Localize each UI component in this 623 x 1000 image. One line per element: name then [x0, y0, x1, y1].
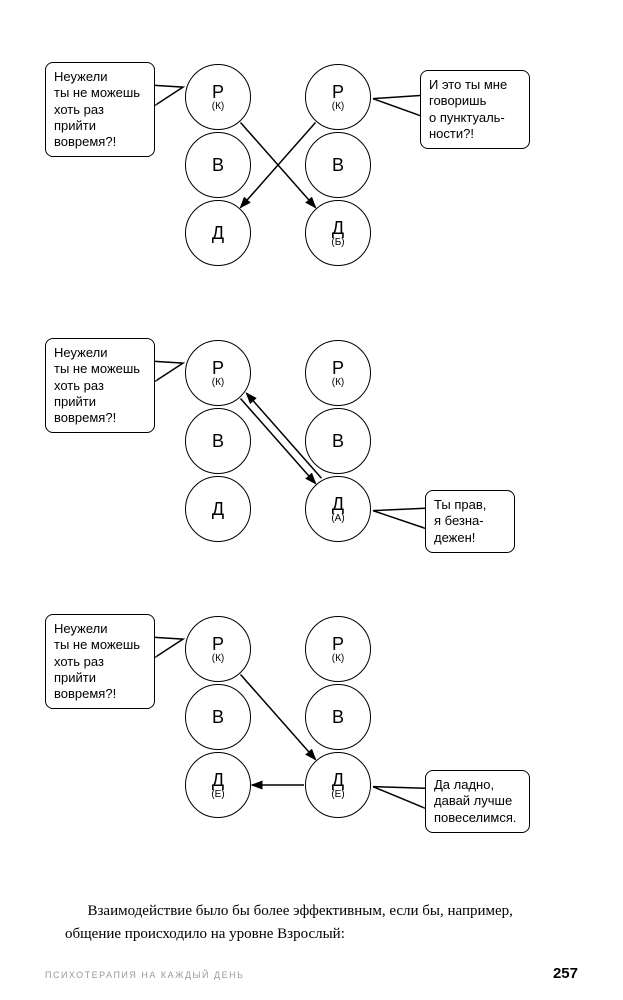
circle-left-2: Д(Е): [185, 752, 251, 818]
circle-main-label: В: [332, 708, 344, 726]
circle-sub-label: (К): [212, 654, 225, 664]
circle-main-label: Р: [212, 635, 224, 653]
speech-tail: [155, 637, 183, 657]
circle-right-2: Д(Б): [305, 200, 371, 266]
circle-sub-label: (Е): [331, 790, 344, 800]
circle-left-1: В: [185, 132, 251, 198]
circle-left-1: В: [185, 408, 251, 474]
speech-tail: [155, 361, 183, 381]
right-speech-bubble: Ты прав,я безна-дежен!: [425, 490, 515, 553]
circle-right-1: В: [305, 684, 371, 750]
circle-right-1: В: [305, 132, 371, 198]
circle-main-label: Д: [212, 224, 224, 242]
circle-main-label: Р: [332, 83, 344, 101]
circle-left-2: Д: [185, 200, 251, 266]
circle-left-0: Р(К): [185, 64, 251, 130]
circle-main-label: В: [332, 432, 344, 450]
circle-right-2: Д(Е): [305, 752, 371, 818]
circle-main-label: Д: [332, 771, 344, 789]
circle-main-label: Р: [332, 359, 344, 377]
circle-main-label: В: [332, 156, 344, 174]
footer-book-title: ПСИХОТЕРАПИЯ НА КАЖДЫЙ ДЕНЬ: [45, 970, 244, 980]
left-speech-bubble: Неужелиты не можешьхоть разприйтивовремя…: [45, 62, 155, 157]
circle-right-0: Р(К): [305, 64, 371, 130]
circle-sub-label: (К): [332, 654, 345, 664]
circle-main-label: Д: [212, 771, 224, 789]
circle-left-0: Р(К): [185, 340, 251, 406]
circle-sub-label: (Е): [211, 790, 224, 800]
right-speech-bubble: И это ты мнеговоришьо пунктуаль-ности?!: [420, 70, 530, 149]
circle-main-label: В: [212, 432, 224, 450]
circle-left-1: В: [185, 684, 251, 750]
circle-main-label: Д: [332, 495, 344, 513]
circle-right-0: Р(К): [305, 616, 371, 682]
left-speech-bubble: Неужелиты не можешьхоть разприйтивовремя…: [45, 338, 155, 433]
speech-tail: [373, 508, 425, 528]
circle-main-label: Д: [332, 219, 344, 237]
speech-tail: [155, 85, 183, 105]
speech-tail: [373, 96, 420, 116]
page: Р(К)ВДР(К)ВД(Б)Неужелиты не можешьхоть р…: [0, 0, 623, 1000]
circle-sub-label: (К): [332, 378, 345, 388]
circle-main-label: Р: [332, 635, 344, 653]
circle-right-0: Р(К): [305, 340, 371, 406]
circle-main-label: Р: [212, 359, 224, 377]
circle-sub-label: (К): [212, 102, 225, 112]
left-speech-bubble: Неужелиты не можешьхоть разприйтивовремя…: [45, 614, 155, 709]
circle-sub-label: (А): [331, 514, 344, 524]
footer-page-number: 257: [553, 965, 578, 982]
circle-right-1: В: [305, 408, 371, 474]
circle-sub-label: (К): [212, 378, 225, 388]
circle-main-label: В: [212, 156, 224, 174]
circle-main-label: Р: [212, 83, 224, 101]
circle-sub-label: (К): [332, 102, 345, 112]
circle-left-0: Р(К): [185, 616, 251, 682]
circle-main-label: В: [212, 708, 224, 726]
circle-right-2: Д(А): [305, 476, 371, 542]
diagram-area: Р(К)ВДР(К)ВД(Б)Неужелиты не можешьхоть р…: [0, 0, 623, 900]
circle-left-2: Д: [185, 476, 251, 542]
page-footer: ПСИХОТЕРАПИЯ НА КАЖДЫЙ ДЕНЬ 257: [45, 965, 578, 982]
circle-main-label: Д: [212, 500, 224, 518]
speech-tail: [373, 787, 425, 809]
right-speech-bubble: Да ладно,давай лучшеповеселимся.: [425, 770, 530, 833]
circle-sub-label: (Б): [331, 238, 344, 248]
body-paragraph: Взаимодействие было бы более эффективным…: [65, 900, 568, 945]
